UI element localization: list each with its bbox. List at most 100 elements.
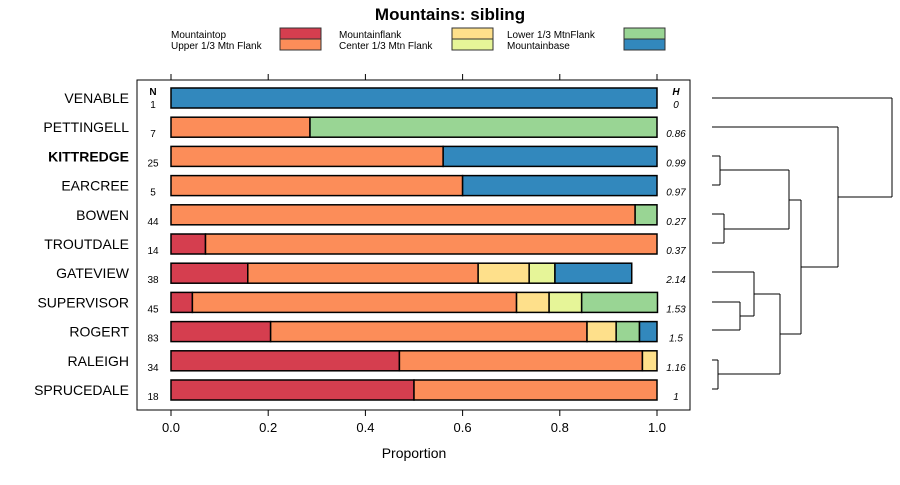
bar-row: EARCREE 5 0.97 <box>61 174 686 199</box>
x-tick-label: 0.6 <box>454 420 472 435</box>
bar-segment <box>170 116 311 138</box>
legend-swatch <box>623 27 666 40</box>
bar-row: VENABLE 1 0 <box>64 87 679 111</box>
bar-segment <box>548 291 583 314</box>
n-value: 83 <box>147 334 159 345</box>
x-tick-label: 0.8 <box>551 420 569 435</box>
legend-label: Mountainflank <box>339 30 402 41</box>
legend-label: Mountainbase <box>507 41 570 52</box>
x-tick-label: 0.2 <box>259 420 277 435</box>
bar-segment <box>170 350 401 372</box>
h-value: 0.97 <box>666 188 686 199</box>
bar-segment <box>204 233 658 255</box>
n-value: 5 <box>150 188 156 199</box>
bar-row: SUPERVISOR 45 1.53 <box>37 291 686 315</box>
row-label: SPRUCEDALE <box>34 382 129 398</box>
legend-swatch <box>451 27 494 40</box>
bar-segment <box>191 291 518 314</box>
row-label: SUPERVISOR <box>37 294 129 310</box>
n-value: 1 <box>150 100 156 111</box>
bar-segment <box>580 291 659 314</box>
h-value: 1.53 <box>666 304 686 315</box>
n-value: 7 <box>150 129 156 140</box>
x-tick-label: 1.0 <box>648 420 666 435</box>
bar-row: SPRUCEDALE 18 1 <box>34 379 679 403</box>
h-header: H <box>672 87 680 98</box>
legend-label: Upper 1/3 Mtn Flank <box>171 41 263 52</box>
n-header: N <box>149 87 156 98</box>
h-value: 1.5 <box>669 334 683 345</box>
x-tick-label: 0.4 <box>356 420 374 435</box>
row-label: VENABLE <box>64 90 129 106</box>
dendrogram <box>712 97 893 390</box>
h-value: 1 <box>673 392 679 403</box>
h-value: 0.86 <box>666 129 686 140</box>
bar-segment <box>528 262 556 284</box>
n-value: 34 <box>147 363 159 374</box>
bar-segment <box>615 320 641 343</box>
bar-segment <box>247 262 479 284</box>
bar-row: BOWEN 44 0.27 <box>76 204 686 228</box>
bar-row: RALEIGH 34 1.16 <box>68 350 686 374</box>
bar-segment <box>442 145 658 168</box>
bar-segment <box>170 233 207 255</box>
legend-label: Lower 1/3 MtnFlank <box>507 30 596 41</box>
row-label: GATEVIEW <box>56 265 130 281</box>
bar-segment <box>634 204 658 226</box>
bar-segment <box>398 350 644 372</box>
row-label: EARCREE <box>61 178 129 194</box>
row-label: PETTINGELL <box>43 119 129 135</box>
bar-segment <box>170 379 415 401</box>
bar-rows: VENABLE 1 0 PETTINGELL 7 0.86 KITTREDGE 25 0.99 E… <box>34 87 686 403</box>
bar-segment <box>641 350 658 372</box>
bar-segment <box>170 87 658 109</box>
h-value: 1.16 <box>666 363 686 374</box>
n-value: 38 <box>147 275 159 286</box>
legend-label: Mountaintop <box>171 30 226 41</box>
row-label: RALEIGH <box>68 353 129 369</box>
bar-segment <box>477 262 530 284</box>
h-value: 0.99 <box>666 158 686 169</box>
legend-swatch <box>279 38 322 51</box>
bar-segment <box>554 262 633 284</box>
bar-segment <box>269 320 588 343</box>
plot-frame <box>136 79 691 411</box>
row-label: ROGERT <box>69 324 129 340</box>
n-value: 44 <box>147 217 159 228</box>
bar-segment <box>309 116 658 138</box>
n-value: 14 <box>147 246 159 257</box>
row-label: KITTREDGE <box>48 148 129 164</box>
bar-row: ROGERT 83 1.5 <box>69 320 683 345</box>
row-label: TROUTDALE <box>44 236 129 252</box>
h-value: 0.37 <box>666 246 686 257</box>
chart-title: Mountains: sibling <box>375 5 525 24</box>
n-value: 18 <box>147 392 159 403</box>
bar-row: GATEVIEW 38 2.14 <box>56 262 686 286</box>
h-value: 0 <box>673 100 679 111</box>
legend-swatch <box>451 38 494 51</box>
bar-segment <box>170 204 636 226</box>
x-axis: 0.0 0.2 0.4 0.6 0.8 1.0 <box>162 74 666 435</box>
x-axis-label: Proportion <box>382 445 447 461</box>
bar-segment <box>170 174 464 197</box>
n-value: 45 <box>147 304 159 315</box>
bar-row: KITTREDGE 25 0.99 <box>48 145 686 169</box>
n-value: 25 <box>147 158 159 169</box>
x-tick-label: 0.0 <box>162 420 180 435</box>
row-label: BOWEN <box>76 207 129 223</box>
legend-swatch <box>623 38 666 51</box>
h-value: 0.27 <box>666 217 686 228</box>
bar-segment <box>170 262 249 284</box>
bar-segment <box>586 320 617 343</box>
bar-segment <box>170 145 444 168</box>
bar-row: TROUTDALE 14 0.37 <box>44 233 686 257</box>
bar-segment <box>638 320 658 343</box>
bar-segment <box>170 320 272 343</box>
bar-row: PETTINGELL 7 0.86 <box>43 116 686 140</box>
legend-swatch <box>279 27 322 40</box>
bar-segment <box>413 379 658 401</box>
legend-label: Center 1/3 Mtn Flank <box>339 41 433 52</box>
bar-segment <box>170 291 194 314</box>
